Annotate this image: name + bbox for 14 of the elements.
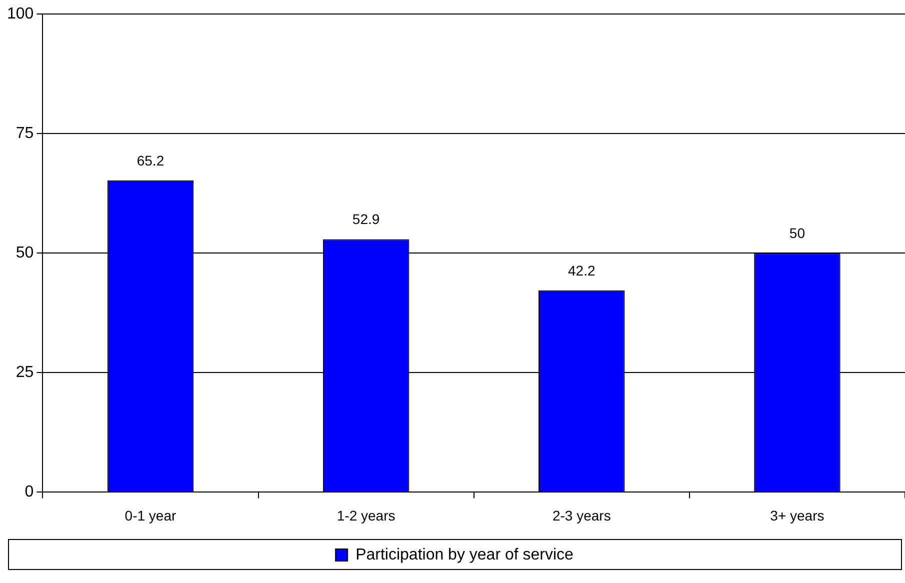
y-tick-label: 50 xyxy=(16,244,34,262)
y-tick-label: 75 xyxy=(16,124,34,142)
y-tick-label: 0 xyxy=(24,484,34,501)
data-label: 52.9 xyxy=(352,211,380,228)
data-label: 65.2 xyxy=(136,152,164,168)
data-label: 42.2 xyxy=(568,262,596,278)
y-tick-label: 25 xyxy=(16,364,34,382)
x-tick-label: 2-3 years xyxy=(552,507,611,524)
y-tick-label: 100 xyxy=(6,5,34,22)
x-tick-label: 1-2 years xyxy=(336,507,396,524)
x-tick-label: 3+ years xyxy=(770,507,824,524)
x-tick-label: 0-1 year xyxy=(124,507,176,524)
data-label: 50 xyxy=(789,224,806,241)
legend-label: Participation by year of service xyxy=(356,546,574,564)
